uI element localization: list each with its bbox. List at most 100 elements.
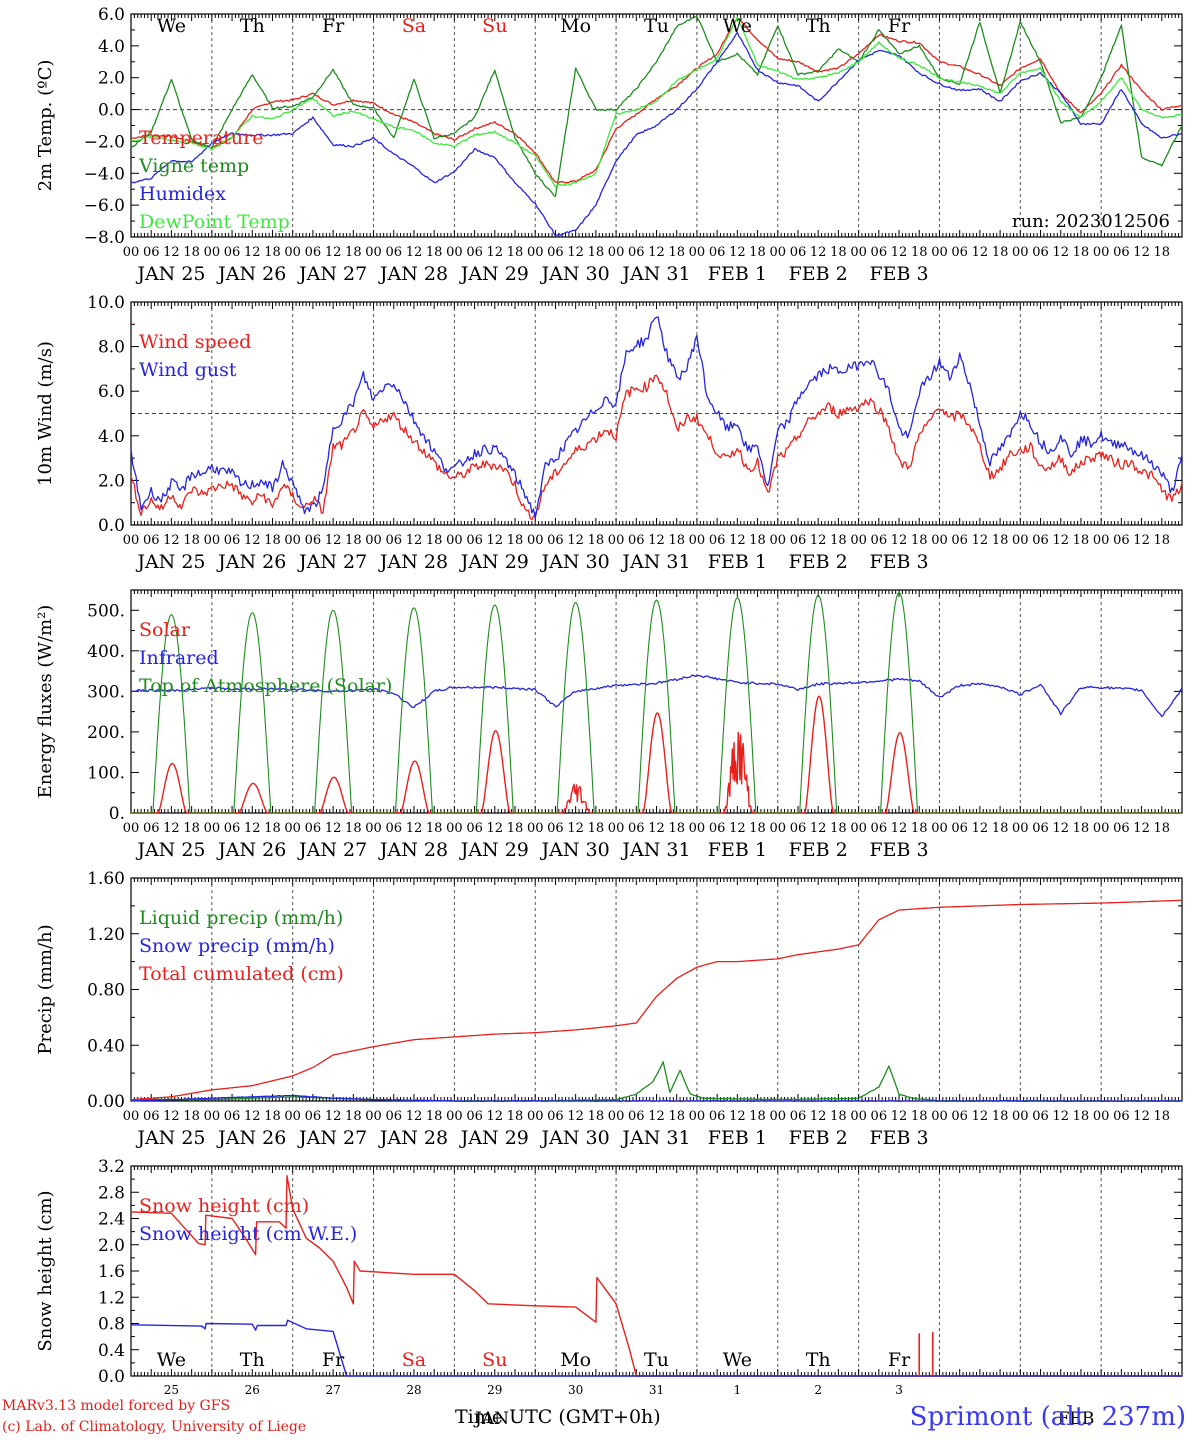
date-label: JAN 29 xyxy=(459,551,529,573)
hour-tick-label: 18 xyxy=(507,245,524,260)
hour-tick-label: 00 xyxy=(204,1109,221,1124)
hour-tick-label: 00 xyxy=(284,1109,301,1124)
hour-tick-label: 00 xyxy=(446,821,463,836)
legend-entry: Snow height (cm) xyxy=(139,1195,309,1217)
hour-tick-label: 18 xyxy=(1154,821,1171,836)
hour-tick-label: 06 xyxy=(385,245,402,260)
hour-tick-label: 06 xyxy=(305,821,322,836)
hour-tick-label: 12 xyxy=(244,821,261,836)
day-number-label: 31 xyxy=(649,1383,664,1397)
hour-tick-label: 12 xyxy=(325,245,342,260)
date-label: JAN 28 xyxy=(378,263,448,285)
hour-tick-label: 12 xyxy=(567,245,584,260)
hour-tick-label: 12 xyxy=(1052,1109,1069,1124)
hour-tick-label: 12 xyxy=(567,821,584,836)
hour-tick-label: 18 xyxy=(992,533,1009,548)
hour-tick-label: 12 xyxy=(1133,245,1150,260)
hour-tick-label: 06 xyxy=(1032,533,1049,548)
hour-tick-label: 18 xyxy=(183,245,200,260)
date-label: FEB 1 xyxy=(708,839,767,861)
hour-tick-label: 00 xyxy=(850,1109,867,1124)
hour-tick-label: 18 xyxy=(183,1109,200,1124)
hour-tick-label: 18 xyxy=(1073,1109,1090,1124)
hour-tick-label: 18 xyxy=(1154,245,1171,260)
hour-tick-label: 12 xyxy=(891,821,908,836)
weekday-label: We xyxy=(157,15,186,37)
hour-tick-label: 06 xyxy=(951,1109,968,1124)
hour-tick-label: 06 xyxy=(1032,821,1049,836)
hour-tick-label: 06 xyxy=(790,533,807,548)
hour-tick-label: 06 xyxy=(143,245,160,260)
date-label: JAN 29 xyxy=(459,839,529,861)
day-number-label: 28 xyxy=(406,1383,421,1397)
hour-tick-label: 06 xyxy=(709,533,726,548)
weekday-label: Th xyxy=(240,1349,265,1371)
model-credit: MARv3.13 model forced by GFS xyxy=(2,1398,231,1414)
hour-tick-label: 18 xyxy=(1073,821,1090,836)
hour-tick-label: 12 xyxy=(810,1109,827,1124)
station-label: Sprimont (alt. 237m) xyxy=(909,1402,1186,1432)
legend-entry: Humidex xyxy=(139,183,226,205)
weekday-label: Tu xyxy=(644,15,669,37)
hour-tick-label: 06 xyxy=(1113,533,1130,548)
hour-tick-label: 18 xyxy=(992,245,1009,260)
series-total-cumulated-cm xyxy=(130,899,1183,1101)
hour-tick-label: 00 xyxy=(1012,245,1029,260)
hour-tick-label: 12 xyxy=(648,533,665,548)
hour-tick-label: 00 xyxy=(608,245,625,260)
hour-tick-label: 00 xyxy=(1093,245,1110,260)
hour-tick-label: 12 xyxy=(163,1109,180,1124)
legend-entry: Solar xyxy=(139,619,191,641)
hour-tick-label: 12 xyxy=(972,245,989,260)
hour-tick-label: 12 xyxy=(810,245,827,260)
y-tick-label: 6.0 xyxy=(98,5,125,25)
hour-tick-label: 00 xyxy=(608,821,625,836)
hour-tick-label: 00 xyxy=(931,533,948,548)
hour-tick-label: 12 xyxy=(163,245,180,260)
hour-tick-label: 18 xyxy=(345,1109,362,1124)
series-solar xyxy=(131,695,1182,814)
date-label: JAN 31 xyxy=(620,1127,690,1149)
legend-entry: Snow precip (mm/h) xyxy=(139,935,335,957)
hour-tick-label: 06 xyxy=(466,821,483,836)
y-tick-label: 1.2 xyxy=(98,1288,125,1308)
date-label: JAN 25 xyxy=(135,1127,205,1149)
hour-tick-label: 06 xyxy=(871,821,888,836)
hour-tick-label: 18 xyxy=(668,533,685,548)
month-label: JAN xyxy=(473,1409,509,1429)
hour-tick-label: 12 xyxy=(972,1109,989,1124)
legend-entry: Wind gust xyxy=(139,359,237,381)
hour-tick-label: 12 xyxy=(891,533,908,548)
hour-tick-label: 12 xyxy=(648,821,665,836)
hour-tick-label: 00 xyxy=(527,533,544,548)
legend-entry: Infrared xyxy=(139,647,219,669)
hour-tick-label: 00 xyxy=(850,245,867,260)
hour-tick-label: 12 xyxy=(567,533,584,548)
date-label: FEB 2 xyxy=(789,551,848,573)
hour-tick-label: 12 xyxy=(1133,533,1150,548)
weekday-label: Su xyxy=(482,1349,507,1371)
day-number-label: 26 xyxy=(245,1383,260,1397)
hour-tick-label: 12 xyxy=(487,1109,504,1124)
hour-tick-label: 12 xyxy=(648,1109,665,1124)
series-temperature xyxy=(130,17,1183,184)
hour-tick-label: 00 xyxy=(769,533,786,548)
hour-tick-label: 00 xyxy=(769,821,786,836)
hour-tick-label: 12 xyxy=(972,533,989,548)
hour-tick-label: 12 xyxy=(729,533,746,548)
y-tick-label: 8.0 xyxy=(98,338,125,358)
hour-tick-label: 18 xyxy=(992,1109,1009,1124)
y-tick-label: 0.40 xyxy=(87,1036,125,1056)
hour-tick-label: 06 xyxy=(709,1109,726,1124)
hour-tick-label: 18 xyxy=(264,245,281,260)
hour-tick-label: 06 xyxy=(628,245,645,260)
y-tick-label: 3.2 xyxy=(98,1157,125,1177)
weekday-label: Sa xyxy=(402,1349,426,1371)
hour-tick-label: 06 xyxy=(871,1109,888,1124)
hour-tick-label: 18 xyxy=(345,821,362,836)
hour-tick-label: 12 xyxy=(648,245,665,260)
date-label: JAN 31 xyxy=(620,551,690,573)
hour-tick-label: 18 xyxy=(1154,533,1171,548)
y-tick-label: 0.80 xyxy=(87,981,125,1001)
hour-tick-label: 00 xyxy=(123,821,140,836)
